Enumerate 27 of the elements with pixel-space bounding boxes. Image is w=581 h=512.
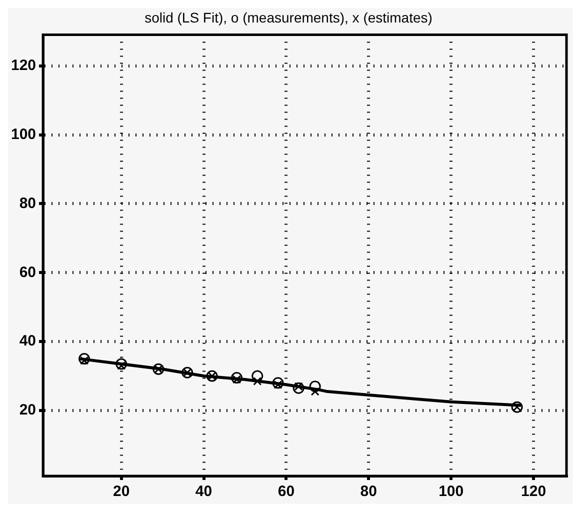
chart-title: solid (LS Fit), o (measurements), x (estimates) bbox=[144, 9, 432, 26]
x-tick-label: 20 bbox=[113, 483, 130, 500]
point bbox=[292, 382, 304, 394]
point bbox=[252, 370, 264, 382]
x-tick-label: 80 bbox=[360, 483, 377, 500]
point bbox=[274, 380, 282, 389]
x-tick-label: 120 bbox=[521, 483, 546, 500]
x-tick-label: 100 bbox=[438, 483, 464, 500]
point bbox=[253, 376, 262, 386]
point bbox=[294, 382, 303, 391]
point bbox=[232, 375, 242, 384]
point bbox=[116, 358, 128, 370]
y-tick-label: 80 bbox=[19, 194, 36, 212]
point bbox=[310, 387, 320, 396]
point bbox=[78, 353, 90, 365]
point bbox=[309, 380, 321, 392]
point bbox=[231, 372, 243, 384]
y-tick-label: 60 bbox=[19, 264, 36, 281]
point bbox=[80, 356, 89, 365]
y-tick-label: 120 bbox=[10, 56, 36, 74]
point bbox=[117, 361, 126, 370]
y-tick-label: 40 bbox=[19, 332, 36, 350]
y-tick-label: 20 bbox=[19, 402, 36, 419]
point bbox=[272, 377, 284, 389]
x-tick-label: 40 bbox=[195, 483, 212, 500]
y-tick-label: 100 bbox=[10, 126, 36, 143]
x-tick-label: 60 bbox=[278, 483, 295, 500]
